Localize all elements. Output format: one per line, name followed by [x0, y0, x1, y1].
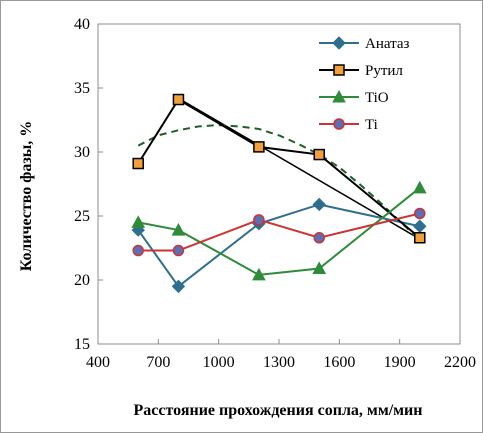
- x-tick-label: 1000: [203, 354, 235, 371]
- trend-lines: [137, 97, 421, 242]
- x-tick-label: 1300: [263, 354, 295, 371]
- trend-line-dashed: [137, 124, 421, 242]
- data-point: [132, 244, 144, 257]
- series-group: [131, 93, 427, 294]
- data-point: [312, 261, 327, 274]
- data-point: [414, 232, 426, 244]
- data-point: [131, 215, 146, 228]
- legend: Анатаз Рутил TiO Ti: [319, 36, 410, 133]
- legend-entry: Ti: [319, 117, 378, 133]
- legend-label: Ti: [365, 117, 378, 133]
- y-tick-label: 40: [74, 16, 90, 33]
- x-tick-label: 1600: [323, 354, 355, 371]
- legend-label: Анатаз: [365, 36, 410, 52]
- y-tick-label: 30: [74, 144, 90, 161]
- y-axis-label: Количество фазы, %: [18, 121, 35, 272]
- x-tick-label: 700: [146, 354, 170, 371]
- data-point: [312, 197, 326, 212]
- series-3: [131, 180, 427, 281]
- data-point: [313, 232, 325, 244]
- trend-line-solid: [178, 97, 421, 240]
- legend-label: Рутил: [365, 63, 403, 79]
- legend-marker: [333, 118, 345, 130]
- y-tick-label: 35: [74, 80, 90, 97]
- legend-entry: Анатаз: [319, 36, 410, 52]
- legend-entry: TiO: [319, 89, 389, 106]
- legend-marker: [332, 36, 346, 50]
- data-point: [172, 244, 185, 257]
- data-point: [132, 157, 144, 170]
- data-point: [413, 219, 427, 233]
- data-point: [253, 214, 265, 226]
- data-point: [313, 148, 325, 161]
- data-point: [253, 141, 265, 153]
- data-point: [252, 267, 266, 281]
- data-point: [171, 279, 186, 294]
- legend-entry: Рутил: [319, 63, 403, 79]
- x-axis-label: Расстояние прохождения сопла, мм/мин: [134, 402, 423, 419]
- legend-label: TiO: [365, 90, 389, 106]
- data-point: [412, 180, 427, 194]
- legend-marker: [333, 64, 345, 76]
- series-2: [132, 93, 426, 244]
- series-4: [132, 207, 426, 257]
- x-tick-label: 1900: [384, 354, 416, 371]
- y-tick-label: 20: [74, 272, 90, 289]
- y-tick-label: 25: [74, 208, 90, 225]
- data-point: [171, 223, 186, 236]
- legend-marker: [332, 89, 346, 103]
- data-point: [414, 207, 426, 220]
- x-tick-label: 400: [86, 354, 110, 371]
- y-tick-label: 15: [74, 336, 90, 353]
- plot-area-border: [97, 23, 461, 345]
- x-tick-label: 2200: [444, 354, 476, 371]
- data-point: [172, 93, 185, 106]
- axes: 400 700 1000 1300 1600 1900 2200 15 20 25 30 35 40: [74, 16, 476, 371]
